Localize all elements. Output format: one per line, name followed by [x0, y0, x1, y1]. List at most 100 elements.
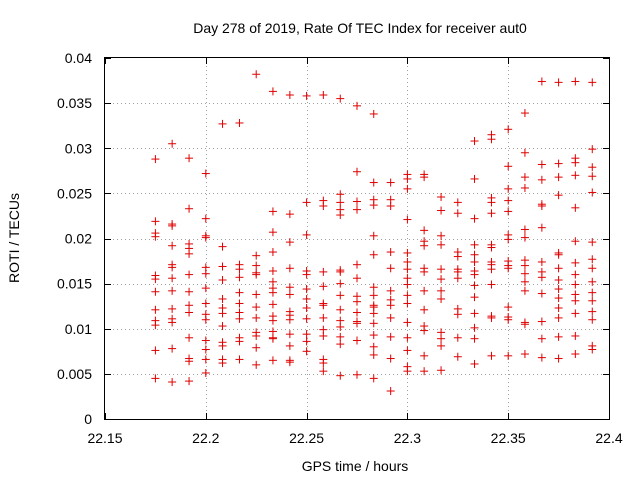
data-point	[252, 290, 261, 299]
data-point	[571, 350, 580, 359]
data-point	[537, 77, 546, 86]
data-point	[470, 137, 479, 146]
data-point	[369, 374, 378, 383]
data-point	[268, 356, 277, 365]
data-point	[151, 346, 160, 355]
data-point	[571, 270, 580, 279]
data-point	[420, 286, 429, 295]
data-point	[201, 269, 210, 278]
data-point	[185, 287, 194, 296]
data-point	[588, 277, 597, 286]
data-point	[369, 331, 378, 340]
data-point	[504, 235, 513, 244]
data-point	[201, 169, 210, 178]
data-point	[537, 289, 546, 298]
data-point	[470, 309, 479, 318]
data-point	[201, 315, 210, 324]
data-point	[504, 303, 513, 312]
data-point	[487, 280, 496, 289]
data-point	[520, 350, 529, 359]
data-point	[168, 286, 177, 295]
data-point	[420, 173, 429, 182]
data-point	[403, 346, 412, 355]
axis-ticks	[105, 58, 610, 420]
y-tick-label: 0.02	[65, 231, 92, 247]
data-point	[437, 341, 446, 350]
data-point	[520, 277, 529, 286]
data-point	[285, 91, 294, 100]
x-tick-label: 22.3	[394, 430, 421, 446]
y-tick-label: 0	[84, 411, 92, 427]
data-point	[353, 101, 361, 110]
data-point	[403, 215, 412, 224]
data-point	[403, 367, 412, 376]
data-point	[369, 309, 378, 318]
data-point	[403, 299, 412, 308]
data-point	[403, 291, 412, 300]
data-point	[319, 301, 328, 310]
data-point	[353, 319, 361, 328]
data-point	[537, 273, 546, 282]
data-point	[420, 305, 429, 314]
data-point	[470, 293, 479, 302]
data-point	[302, 337, 311, 346]
data-point	[302, 91, 311, 100]
data-point	[285, 341, 294, 350]
data-point	[302, 347, 311, 356]
data-point	[554, 354, 563, 363]
data-point	[353, 274, 361, 283]
data-point	[588, 188, 597, 197]
data-point	[453, 310, 462, 319]
data-point	[470, 257, 479, 266]
data-point	[554, 294, 563, 303]
data-point	[353, 197, 361, 206]
data-point	[218, 309, 227, 318]
data-point	[386, 313, 395, 322]
data-point	[453, 333, 462, 342]
data-point	[319, 202, 328, 211]
data-point	[369, 231, 378, 240]
data-point	[520, 320, 529, 329]
data-point	[588, 307, 597, 316]
data-point	[386, 286, 395, 295]
data-point	[504, 196, 513, 205]
data-point	[218, 276, 227, 285]
data-point	[386, 248, 395, 257]
data-point	[353, 167, 361, 176]
data-point	[285, 264, 294, 273]
data-point	[185, 357, 194, 366]
data-point	[403, 333, 412, 342]
data-point	[285, 238, 294, 247]
data-point	[319, 367, 328, 376]
data-point	[437, 231, 446, 240]
data-point	[420, 226, 429, 235]
data-point	[302, 314, 311, 323]
data-point	[369, 250, 378, 259]
data-point	[252, 261, 261, 270]
data-point	[201, 299, 210, 308]
data-point	[268, 288, 277, 297]
data-point	[453, 198, 462, 207]
data-point	[537, 175, 546, 184]
data-point	[571, 309, 580, 318]
data-point	[420, 241, 429, 250]
data-point	[504, 162, 513, 171]
data-point	[386, 301, 395, 310]
data-point	[252, 251, 261, 260]
data-point	[151, 374, 160, 383]
data-point	[235, 265, 244, 274]
data-point	[520, 261, 529, 270]
data-point	[185, 377, 194, 386]
data-point	[319, 282, 328, 291]
y-tick-label: 0.04	[65, 50, 92, 66]
data-point	[571, 296, 580, 305]
data-point	[470, 174, 479, 183]
data-point	[487, 243, 496, 252]
data-point	[537, 202, 546, 211]
data-point	[588, 238, 597, 247]
data-point	[588, 288, 597, 297]
data-point	[420, 267, 429, 276]
data-point	[218, 322, 227, 331]
data-point	[470, 323, 479, 332]
data-point	[336, 198, 345, 207]
